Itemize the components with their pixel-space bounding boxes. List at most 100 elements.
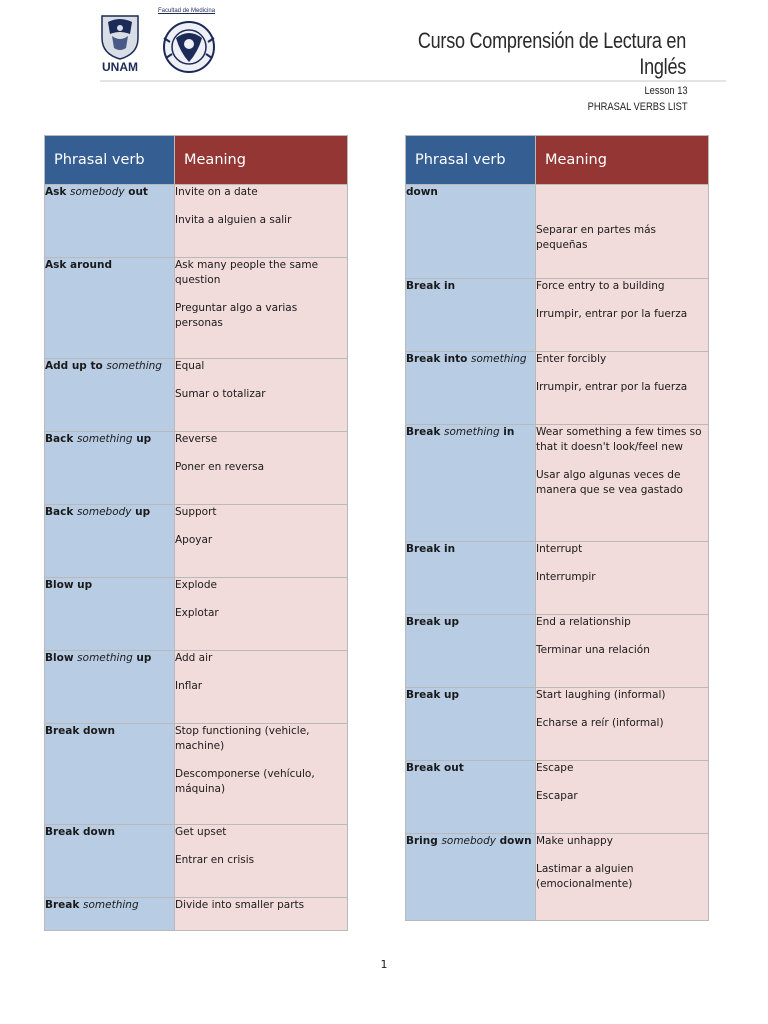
verb-object-placeholder: something [471,353,527,365]
meaning-spanish: Terminar una relación [536,644,650,656]
phrasal-verb-cell: Bring somebody down [405,833,536,921]
meaning-spanish: Lastimar a alguien (emocionalmente) [536,863,634,890]
verb-text: Break in [406,280,456,292]
meaning-spanish: Echarse a reír (informal) [536,717,664,729]
meaning-spanish: Sumar o totalizar [175,388,266,400]
table-row: Break down Stop functioning (vehicle, mac… [44,723,348,825]
table-row: Break down Get upset Entrar en crisis [44,824,348,898]
meaning-english: Escape [536,762,574,774]
table-row: Blow up Explode Explotar [44,577,348,651]
unam-crest-icon [101,15,139,60]
phrasal-verb-cell: Back something up [44,431,175,505]
meaning-cell: Invite on a date Invita a alguien a salir [174,184,348,258]
title-line-1: Curso Comprensión de Lectura en [417,28,686,53]
verb-object-placeholder: something [106,360,162,372]
phrasal-verb-cell: Break out [405,760,536,834]
phrasal-verb-cell: Break down [44,723,175,825]
verb-text: Blow up [45,579,93,591]
phrasal-verb-cell: Break in [405,278,536,352]
column-header-phrasal-verb: Phrasal verb [405,135,536,185]
meaning-spanish: Explotar [175,607,219,619]
table-row: Break up End a relationship Terminar una r… [405,614,709,688]
meaning-english: Force entry to a building [536,280,665,292]
meaning-english: Make unhappy [536,835,613,847]
table-row: Back somebody up Support Apoyar [44,504,348,578]
phrasal-verbs-table-right: Phrasal verb Meaning down Separar en part… [405,135,709,921]
meaning-spanish: Entrar en crisis [175,854,255,866]
verb-text: Break up [406,616,460,628]
meaning-cell: Interrupt Interrumpir [535,541,709,615]
meaning-spanish: Descomponerse (vehículo, máquina) [175,768,315,795]
verb-object-placeholder: something [444,426,500,438]
phrasal-verb-cell: Break up [405,614,536,688]
verb-text: Ask around [45,259,112,271]
meaning-cell: Divide into smaller parts [174,897,348,931]
meaning-cell: Make unhappy Lastimar a alguien (emociona… [535,833,709,921]
verb-text: Break down [45,725,115,737]
table-row: Break in Interrupt Interrumpir [405,541,709,615]
phrasal-verb-cell: Blow up [44,577,175,651]
unam-label: UNAM [102,60,138,74]
meaning-english: Support [175,506,217,518]
verb-object-placeholder: somebody [70,186,125,198]
table-row: Break something in Wear something a few t… [405,424,709,542]
faculty-label: Facultad de Medicina [158,8,216,14]
phrasal-verb-cell: Ask around [44,257,175,359]
meaning-spanish: Irrumpir, entrar por la fuerza [536,381,688,393]
phrasal-verb-cell: Break something in [405,424,536,542]
verb-text: Break out [406,762,464,774]
phrasal-verb-cell: Break down [44,824,175,898]
meaning-spanish: Preguntar algo a varias personas [175,302,298,329]
page-number: 1 [380,958,388,971]
meaning-cell: Separar en partes más pequeñas [535,184,709,279]
meaning-english: Wear something a few times so that it do… [536,426,702,453]
verb-text: up [132,652,152,664]
meaning-cell: Force entry to a building Irrumpir, entra… [535,278,709,352]
verb-text: Back [45,433,77,445]
verb-text: Blow [45,652,78,664]
meaning-spanish: Invita a alguien a salir [175,214,292,226]
meaning-cell: Add air Inflar [174,650,348,724]
verb-text: in [499,426,515,438]
meaning-english: Get upset [175,826,227,838]
phrasal-verb-cell: Break up [405,687,536,761]
verb-text: Ask [45,186,71,198]
meaning-cell: Support Apoyar [174,504,348,578]
table-row: Break in Force entry to a building Irrumpi… [405,278,709,352]
list-subtitle: PHRASAL VERBS LIST [588,101,688,113]
meaning-cell: End a relationship Terminar una relación [535,614,709,688]
table-header-row: Phrasal verb Meaning [44,135,348,185]
meaning-english: Start laughing (informal) [536,689,666,701]
verb-text: up [131,506,151,518]
meaning-english: Equal [175,360,205,372]
meaning-english: Explode [175,579,217,591]
phrasal-verbs-table-left: Phrasal verb Meaning Ask somebody out Inv… [44,135,348,931]
meaning-english: Invite on a date [175,186,258,198]
table-row: Break up Start laughing (informal) Echarse… [405,687,709,761]
table-row: Back something up Reverse Poner en reversa [44,431,348,505]
verb-text: Break [406,426,445,438]
verb-text: Break in [406,543,456,555]
meaning-english: Ask many people the same question [175,259,319,286]
phrasal-verb-cell: Back somebody up [44,504,175,578]
verb-text: down [496,835,532,847]
table-row: Blow something up Add air Inflar [44,650,348,724]
header-divider [100,80,726,82]
phrasal-verb-cell: Break in [405,541,536,615]
table-row: Break out Escape Escapar [405,760,709,834]
meaning-cell: Enter forcibly Irrumpir, entrar por la fu… [535,351,709,425]
verb-text: Break into [406,353,471,365]
verb-text: Break up [406,689,460,701]
verb-object-placeholder: something [76,433,133,445]
table-row: Add up to something Equal Sumar o totaliza… [44,358,348,432]
phrasal-verb-cell: Ask somebody out [44,184,175,258]
meaning-english: Interrupt [536,543,583,555]
meaning-cell: Explode Explotar [174,577,348,651]
phrasal-verb-cell: Break something [44,897,175,931]
course-title: Curso Comprensión de Lectura en Inglés [359,28,686,80]
verb-text: Add up to [45,360,107,372]
logo-area: UNAM Facultad de Medicina [96,8,236,74]
phrasal-verb-cell: Break into something [405,351,536,425]
meaning-spacer [536,185,708,210]
meaning-cell: Escape Escapar [535,760,709,834]
